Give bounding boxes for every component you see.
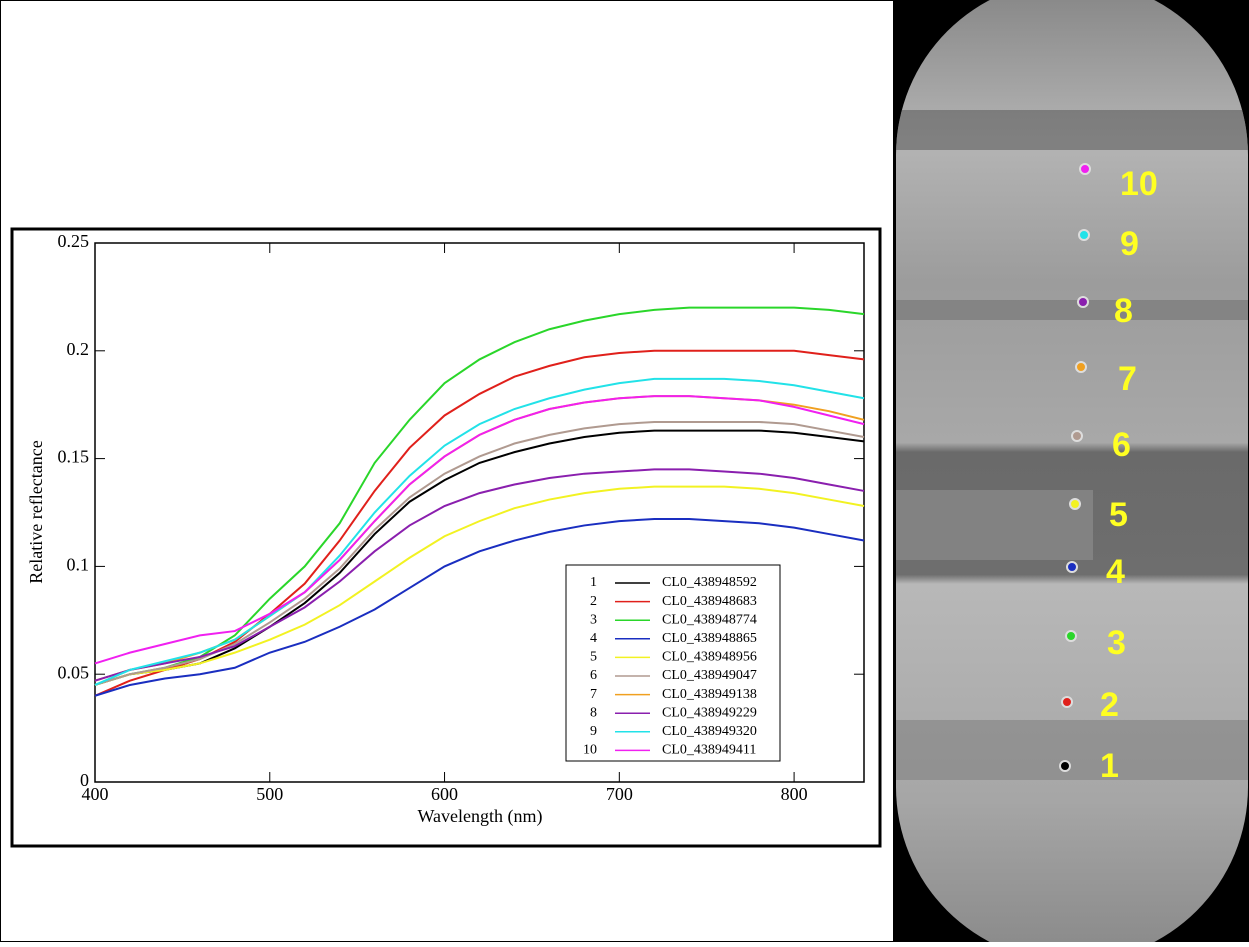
image-marker-label: 8 — [1114, 292, 1133, 330]
legend-number: 9 — [590, 724, 597, 739]
legend-number: 3 — [590, 612, 597, 627]
legend-label: CL0_438948865 — [662, 631, 757, 646]
series-line — [94, 306, 865, 686]
image-marker-label: 5 — [1109, 496, 1128, 534]
image-marker-label: 3 — [1107, 624, 1126, 662]
image-marker-label: 7 — [1118, 360, 1137, 398]
legend-label: CL0_438948774 — [662, 612, 757, 627]
image-marker-label: 1 — [1100, 747, 1119, 785]
legend-number: 6 — [590, 668, 597, 683]
image-marker — [1065, 630, 1077, 642]
legend-number: 7 — [590, 687, 597, 702]
legend-label: CL0_438948592 — [662, 575, 757, 590]
image-marker — [1066, 561, 1078, 573]
image-marker-label: 9 — [1120, 225, 1139, 263]
y-tick-label: 0.1 — [67, 555, 90, 575]
legend-label: CL0_438949047 — [662, 668, 757, 683]
image-marker-label: 10 — [1120, 165, 1158, 203]
legend-label: CL0_438949320 — [662, 724, 757, 739]
image-marker-label: 6 — [1112, 426, 1131, 464]
image-marker — [1078, 229, 1090, 241]
plot-area — [94, 242, 865, 783]
y-tick-label: 0.05 — [58, 662, 90, 682]
y-tick-label: 0.2 — [67, 339, 90, 359]
legend-number: 10 — [583, 743, 597, 758]
series-line — [94, 429, 865, 686]
image-surface — [896, 0, 1248, 942]
image-marker — [1077, 296, 1089, 308]
x-axis-label: Wavelength (nm) — [417, 806, 542, 827]
image-band — [896, 490, 1093, 560]
image-marker — [1059, 760, 1071, 772]
image-marker — [1061, 696, 1073, 708]
legend-label: CL0_438949138 — [662, 687, 757, 702]
x-tick-label: 500 — [256, 784, 283, 804]
legend-label: CL0_438949411 — [662, 743, 756, 758]
series-line — [94, 517, 865, 697]
image-band — [896, 720, 1248, 780]
x-tick-label: 700 — [606, 784, 633, 804]
legend-number: 4 — [590, 631, 597, 646]
image-marker — [1079, 163, 1091, 175]
legend-number: 5 — [590, 650, 597, 665]
series-line — [94, 468, 865, 682]
series-line — [94, 349, 865, 697]
image-marker — [1069, 498, 1081, 510]
legend-label: CL0_438948956 — [662, 650, 757, 665]
legend-label: CL0_438948683 — [662, 594, 757, 609]
legend-number: 8 — [590, 705, 597, 720]
legend-label: CL0_438949229 — [662, 705, 757, 720]
image-band — [896, 300, 1248, 320]
image-marker — [1075, 361, 1087, 373]
x-tick-label: 800 — [781, 784, 808, 804]
y-axis-label: Relative reflectance — [26, 440, 46, 583]
x-tick-label: 400 — [82, 784, 109, 804]
image-marker-label: 4 — [1106, 553, 1125, 591]
legend-number: 2 — [590, 594, 597, 609]
series-line — [94, 395, 865, 665]
image-marker-label: 2 — [1100, 686, 1119, 724]
y-tick-label: 0 — [80, 770, 89, 790]
x-tick-label: 600 — [431, 784, 458, 804]
y-tick-label: 0.15 — [58, 447, 90, 467]
series-line — [94, 485, 865, 686]
image-marker — [1071, 430, 1083, 442]
series-line — [94, 377, 865, 686]
y-tick-label: 0.25 — [58, 231, 90, 251]
legend-number: 1 — [590, 575, 597, 590]
legend: 1 CL0_438948592 2 CL0_438948683 3 CL0_4389487… — [565, 564, 781, 762]
image — [896, 0, 1248, 942]
legend-box — [565, 564, 781, 762]
image-band — [896, 110, 1248, 150]
